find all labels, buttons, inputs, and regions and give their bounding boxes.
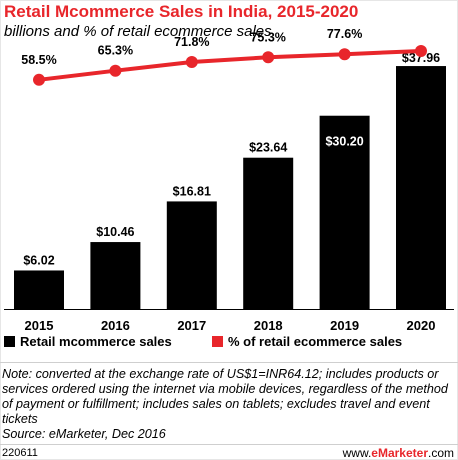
bar-value-label: $37.96 bbox=[402, 51, 440, 65]
legend-swatch-line bbox=[212, 336, 223, 347]
chart-title: Retail Mcommerce Sales in India, 2015-20… bbox=[4, 2, 359, 21]
bar bbox=[90, 242, 141, 309]
percent-value-label: 77.6% bbox=[327, 27, 362, 41]
chart-subtitle: billions and % of retail ecommerce sales bbox=[4, 23, 272, 40]
bar bbox=[14, 270, 64, 309]
bar-value-label: $30.20 bbox=[325, 135, 363, 149]
site-suffix: .com bbox=[427, 446, 454, 460]
x-tick-label: 2020 bbox=[407, 318, 436, 333]
percent-value-label: 65.3% bbox=[98, 44, 133, 58]
percent-value-label: 75.3% bbox=[250, 30, 285, 44]
percent-point bbox=[415, 45, 427, 57]
bar-value-label: $6.02 bbox=[23, 253, 54, 267]
bar bbox=[319, 115, 370, 309]
footer-divider bbox=[0, 444, 458, 445]
percent-line bbox=[38, 49, 422, 82]
legend-swatch-bars bbox=[4, 336, 15, 347]
bar bbox=[243, 157, 294, 309]
site-prefix: www. bbox=[342, 446, 372, 460]
legend-label-line: % of retail ecommerce sales bbox=[228, 334, 402, 349]
x-tick-label: 2017 bbox=[177, 318, 206, 333]
chart-svg: 2015 2016 2017 2018 2019 2020 $6.02 $10.46 $16.8… bbox=[0, 27, 458, 363]
chart-source: Source: eMarketer, Dec 2016 bbox=[2, 427, 166, 441]
bar-value-label: $10.46 bbox=[96, 225, 134, 239]
x-tick-label: 2015 bbox=[25, 318, 54, 333]
bar bbox=[396, 66, 446, 309]
percent-point bbox=[262, 51, 275, 64]
x-tick-label: 2016 bbox=[101, 318, 130, 333]
percent-point bbox=[33, 73, 45, 86]
x-tick-label: 2018 bbox=[254, 318, 283, 333]
site-credit: www.eMarketer.com bbox=[343, 446, 454, 460]
x-tick-label: 2019 bbox=[330, 318, 359, 333]
chart-note: Note: converted at the exchange rate of … bbox=[2, 367, 448, 426]
percent-value-label: 71.8% bbox=[174, 35, 209, 49]
chart-id: 220611 bbox=[2, 447, 38, 459]
legend-label-bars: Retail mcommerce sales bbox=[20, 334, 172, 349]
percent-value-label: 58.5% bbox=[21, 53, 56, 67]
bar-value-label: $23.64 bbox=[249, 141, 287, 155]
percent-point bbox=[185, 55, 198, 68]
percent-value-label: 80.0% bbox=[403, 27, 438, 41]
bar-value-label: $16.81 bbox=[173, 184, 211, 198]
percent-point bbox=[109, 64, 122, 77]
percent-point bbox=[338, 48, 351, 61]
bar bbox=[166, 201, 217, 309]
site-brand: eMarketer bbox=[371, 446, 428, 460]
